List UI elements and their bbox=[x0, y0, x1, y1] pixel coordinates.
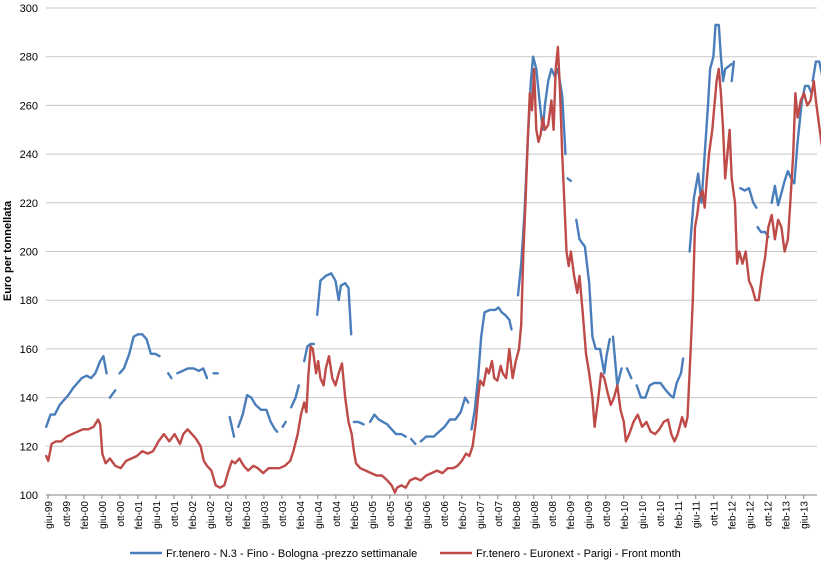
x-tick-label: feb-01 bbox=[134, 501, 145, 530]
series-line-segment bbox=[739, 187, 758, 209]
x-tick-label: ott-01 bbox=[170, 501, 181, 527]
x-tick-label: ott-06 bbox=[440, 501, 451, 527]
y-tick-label: 200 bbox=[20, 247, 38, 259]
series-line-segment bbox=[352, 420, 365, 426]
x-tick-label: giu-00 bbox=[98, 501, 109, 529]
x-tick-label: ott-03 bbox=[278, 501, 289, 527]
x-tick-label: ott-04 bbox=[332, 501, 343, 527]
series-line-segment bbox=[566, 177, 573, 183]
x-tick-label: ott-99 bbox=[62, 501, 73, 527]
x-tick-label: feb-11 bbox=[674, 501, 685, 529]
x-tick-label: feb-02 bbox=[188, 501, 199, 530]
x-tick-label: feb-00 bbox=[80, 501, 91, 530]
y-tick-label: 300 bbox=[20, 3, 38, 15]
y-tick-label: 100 bbox=[20, 490, 38, 502]
x-tick-label: giu-99 bbox=[44, 501, 55, 529]
x-tick-label: feb-08 bbox=[512, 501, 523, 530]
x-tick-label: giu-06 bbox=[422, 501, 433, 529]
x-axis-ticks: giu-99 ott-99 feb-00 giu-00 ott-00 feb-01 giu-… bbox=[44, 495, 811, 529]
series-line-segment bbox=[635, 357, 685, 399]
series-line-segment bbox=[470, 306, 513, 431]
series-line-segment bbox=[516, 55, 567, 297]
y-axis-label: Euro per tonnellata bbox=[2, 200, 14, 301]
x-tick-label: ott-00 bbox=[116, 501, 127, 527]
legend-label: Fr.tenero - N.3 - Fino - Bologna -prezzo… bbox=[166, 548, 417, 560]
y-tick-label: 280 bbox=[20, 52, 38, 64]
series-line-segment bbox=[625, 367, 633, 380]
series-line-segment bbox=[316, 272, 353, 336]
x-tick-label: giu-13 bbox=[800, 501, 811, 529]
series-line-segment bbox=[409, 437, 417, 446]
series-line-segment bbox=[237, 394, 279, 433]
series-line-segment bbox=[688, 23, 733, 253]
x-tick-label: ott-12 bbox=[764, 501, 775, 527]
x-tick-label: ott-07 bbox=[494, 501, 505, 527]
x-tick-label: giu-09 bbox=[584, 501, 595, 529]
x-tick-label: feb-07 bbox=[458, 501, 469, 530]
x-tick-label: feb-09 bbox=[566, 501, 577, 530]
series-line-segment bbox=[290, 384, 300, 409]
series-line-segment bbox=[575, 218, 611, 375]
y-tick-label: 180 bbox=[20, 295, 38, 307]
series-line-segment bbox=[368, 413, 407, 438]
x-tick-label: giu-02 bbox=[206, 501, 217, 529]
y-axis-ticks: 100 120 140 160 180 200 220 240 260 280 300 bbox=[20, 3, 38, 502]
series-lines bbox=[45, 23, 821, 494]
x-tick-label: ott-02 bbox=[224, 501, 235, 527]
x-tick-label: giu-12 bbox=[746, 501, 757, 529]
x-tick-label: giu-05 bbox=[368, 501, 379, 529]
x-tick-label: feb-03 bbox=[242, 501, 253, 530]
series-line-segment bbox=[45, 45, 821, 494]
series-2 bbox=[45, 45, 821, 494]
x-tick-label: ott-05 bbox=[386, 501, 397, 527]
series-line-segment bbox=[811, 60, 821, 83]
x-tick-label: ott-11 bbox=[710, 501, 721, 526]
y-tick-label: 160 bbox=[20, 344, 38, 356]
y-tick-label: 140 bbox=[20, 393, 38, 405]
x-tick-label: giu-10 bbox=[638, 501, 649, 529]
y-tick-label: 220 bbox=[20, 198, 38, 210]
x-tick-label: feb-04 bbox=[296, 501, 307, 530]
series-line-segment bbox=[281, 420, 287, 428]
legend-label: Fr.tenero - Euronext - Parigi - Front mo… bbox=[476, 548, 681, 560]
x-tick-label: feb-05 bbox=[350, 501, 361, 530]
x-tick-label: giu-01 bbox=[152, 501, 163, 529]
series-line-segment bbox=[45, 355, 108, 428]
series-line-segment bbox=[419, 396, 470, 443]
series-line-segment bbox=[611, 335, 623, 387]
y-tick-label: 240 bbox=[20, 149, 38, 161]
series-line-segment bbox=[303, 342, 316, 363]
series-line-segment bbox=[228, 415, 236, 438]
legend: Fr.tenero - N.3 - Fino - Bologna -prezzo… bbox=[130, 548, 681, 560]
x-tick-label: feb-06 bbox=[404, 501, 415, 530]
x-tick-label: giu-07 bbox=[476, 501, 487, 529]
x-tick-label: feb-13 bbox=[782, 501, 793, 530]
series-line-segment bbox=[176, 367, 209, 380]
x-tick-label: giu-04 bbox=[314, 501, 325, 529]
series-line-segment bbox=[108, 389, 117, 399]
series-line-segment bbox=[730, 60, 736, 83]
x-tick-label: feb-12 bbox=[728, 501, 739, 530]
series-1 bbox=[45, 23, 821, 446]
x-tick-label: feb-10 bbox=[620, 501, 631, 530]
x-tick-label: ott-09 bbox=[602, 501, 613, 527]
x-tick-label: ott-08 bbox=[548, 501, 559, 527]
y-tick-label: 120 bbox=[20, 441, 38, 453]
y-tick-label: 260 bbox=[20, 100, 38, 112]
series-line-segment bbox=[167, 372, 173, 380]
series-line-segment bbox=[118, 333, 161, 375]
x-tick-label: ott-10 bbox=[656, 501, 667, 527]
x-tick-label: giu-11 bbox=[692, 501, 703, 528]
gridlines bbox=[46, 7, 817, 447]
x-tick-label: giu-03 bbox=[260, 501, 271, 529]
x-tick-label: giu-08 bbox=[530, 501, 541, 529]
